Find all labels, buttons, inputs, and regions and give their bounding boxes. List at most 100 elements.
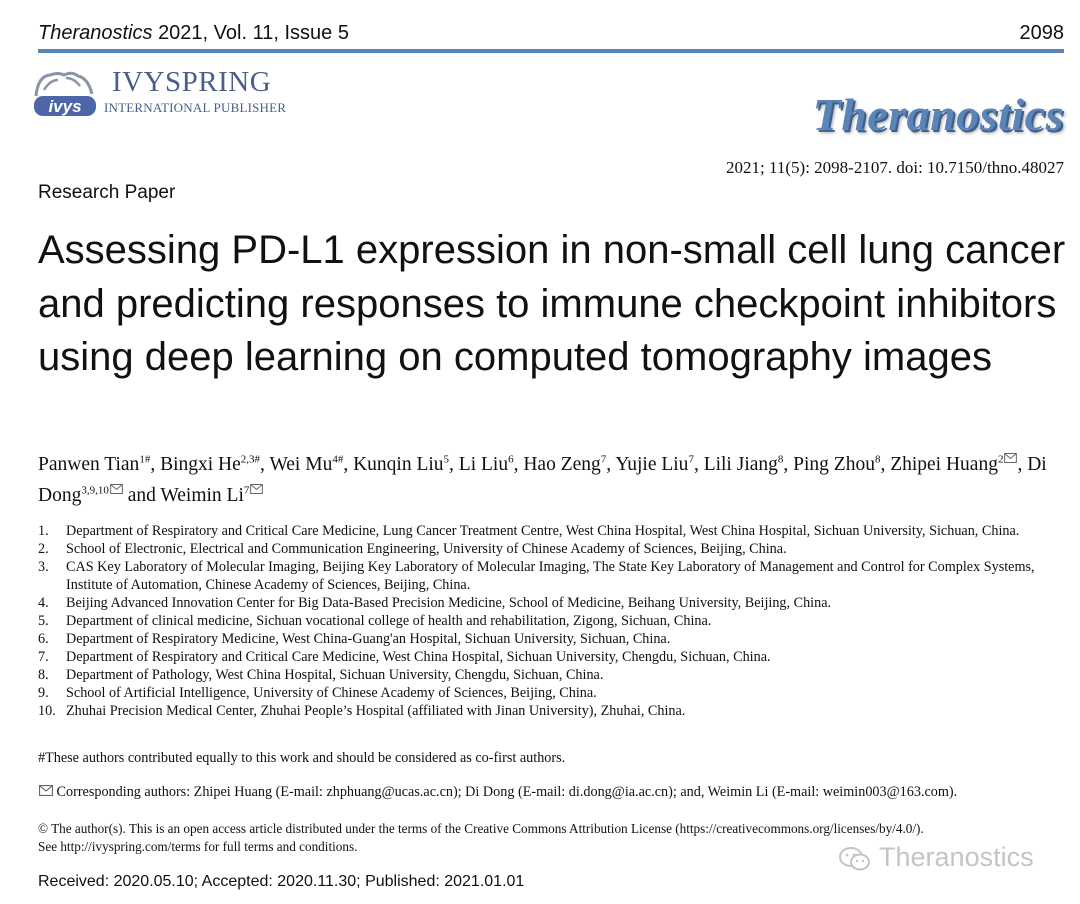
- author-name: Ping Zhou: [793, 454, 875, 475]
- author: Kunqin Liu5: [353, 454, 449, 475]
- author-separator: ,: [260, 454, 270, 475]
- author-name: Di Dong: [38, 454, 1047, 506]
- author-separator: ,: [1017, 454, 1028, 475]
- affiliation-item: 4. Beijing Advanced Innovation Center for…: [38, 594, 1068, 612]
- svg-text:ivys: ivys: [48, 97, 81, 116]
- affiliation-text: Department of Respiratory and Critical C…: [66, 523, 1020, 539]
- affiliation-item: 2. School of Electronic, Electrical and C…: [38, 540, 1068, 558]
- affiliation-text: School of Electronic, Electrical and Com…: [66, 541, 787, 557]
- affiliation-text: Department of Respiratory Medicine, West…: [66, 631, 671, 647]
- wechat-icon: [839, 846, 870, 871]
- affiliation-text: School of Artificial Intelligence, Unive…: [66, 685, 597, 701]
- affiliation-item: 6. Department of Respiratory Medicine, We…: [38, 630, 1068, 648]
- volume-issue: 2021, Vol. 11, Issue 5: [158, 22, 349, 44]
- affiliation-number: 8.: [38, 667, 49, 683]
- license-line: © The author(s). This is an open access …: [38, 821, 924, 836]
- affiliation-text: Zhuhai Precision Medical Center, Zhuhai …: [66, 703, 686, 719]
- author: Di Dong3,9,10: [38, 454, 1047, 506]
- running-header: Theranostics 2021, Vol. 11, Issue 5 2098: [38, 22, 1064, 48]
- affiliation-number: 4.: [38, 595, 49, 611]
- author-affiliation-sup: 3,9,10: [81, 484, 109, 497]
- author-affiliation-sup: 7: [243, 484, 250, 497]
- author-name: Panwen Tian: [38, 454, 140, 475]
- author-name: Zhipei Huang: [890, 454, 998, 475]
- affiliation-number: 9.: [38, 685, 49, 701]
- affiliation-item: 7. Department of Respiratory and Critical…: [38, 648, 1068, 666]
- author: Zhipei Huang2: [890, 452, 1018, 475]
- affiliation-number: 10.: [38, 703, 56, 719]
- publisher-subtitle: INTERNATIONAL PUBLISHER: [104, 100, 287, 115]
- author-affiliation-sup: 4#: [332, 453, 344, 466]
- affiliation-text: Department of Respiratory and Critical C…: [66, 649, 771, 665]
- affiliation-number: 5.: [38, 613, 49, 629]
- author: Ping Zhou8: [793, 454, 880, 475]
- author-separator: ,: [513, 454, 524, 475]
- license-notice: © The author(s). This is an open access …: [38, 820, 1068, 856]
- author-name: Li Liu: [458, 454, 509, 475]
- affiliation-text: Beijing Advanced Innovation Center for B…: [66, 595, 832, 611]
- author: Yujie Liu7: [615, 454, 694, 475]
- envelope-icon: [1004, 452, 1018, 463]
- author-separator: ,: [150, 454, 161, 475]
- affiliation-number: 1.: [38, 523, 49, 539]
- author-name: Weimin Li: [160, 485, 244, 506]
- author-separator: ,: [693, 454, 704, 475]
- affiliation-text: Department of clinical medicine, Sichuan…: [66, 613, 712, 629]
- citation-doi: 2021; 11(5): 2098-2107. doi: 10.7150/thn…: [726, 158, 1064, 177]
- affiliation-item: 1. Department of Respiratory and Critical…: [38, 522, 1068, 540]
- author-separator: ,: [449, 454, 459, 475]
- affiliation-text: CAS Key Laboratory of Molecular Imaging,…: [66, 559, 1035, 593]
- publisher-name: IVYSPRING: [112, 66, 272, 98]
- corresponding-authors-text: Corresponding authors: Zhipei Huang (E-m…: [56, 784, 958, 800]
- author-affiliation-sup: 8: [777, 453, 784, 466]
- envelope-icon: [39, 785, 53, 796]
- affiliation-number: 7.: [38, 649, 49, 665]
- corresponding-authors: Corresponding authors: Zhipei Huang (E-m…: [38, 784, 957, 801]
- author-affiliation-sup: 7: [600, 453, 607, 466]
- author-name: Wei Mu: [269, 454, 333, 475]
- affiliation-number: 3.: [38, 559, 49, 575]
- author: Panwen Tian1#: [38, 454, 150, 475]
- author-separator: ,: [606, 454, 616, 475]
- header-rule: [38, 49, 1064, 53]
- affiliation-item: 3. CAS Key Laboratory of Molecular Imagin…: [38, 558, 1068, 594]
- author-separator: ,: [343, 454, 354, 475]
- author-affiliation-sup: 6: [508, 453, 514, 466]
- author-separator: ,: [880, 454, 891, 475]
- author: Hao Zeng7: [523, 454, 606, 475]
- envelope-icon: [250, 483, 264, 494]
- author-name: Lili Jiang: [703, 454, 778, 475]
- author-affiliation-sup: 7: [688, 453, 694, 466]
- author-name: Kunqin Liu: [353, 454, 444, 475]
- author-separator: and: [122, 485, 161, 506]
- author: Bingxi He2,3#: [160, 454, 260, 475]
- journal-logo: Theranostics: [812, 89, 1064, 140]
- publication-dates: Received: 2020.05.10; Accepted: 2020.11.…: [38, 873, 525, 890]
- author: Weimin Li7: [160, 483, 264, 506]
- article-type: Research Paper: [38, 182, 176, 203]
- journal-name: Theranostics: [38, 22, 153, 44]
- publisher-logo: ivys IVYSPRING INTERNATIONAL PUBLISHER: [30, 66, 290, 122]
- author-name: Bingxi He: [160, 454, 241, 475]
- author-name: Hao Zeng: [523, 454, 601, 475]
- author-affiliation-sup: 1#: [139, 453, 151, 466]
- author: Wei Mu4#: [269, 454, 343, 475]
- equal-contribution-note: #These authors contributed equally to th…: [38, 750, 566, 766]
- author: Lili Jiang8: [704, 454, 784, 475]
- author-affiliation-sup: 5: [443, 453, 450, 466]
- journal-volume-issue: Theranostics 2021, Vol. 11, Issue 5: [38, 22, 349, 45]
- author-affiliation-sup: 2,3#: [240, 453, 261, 466]
- terms-line: See http://ivyspring.com/terms for full …: [38, 839, 358, 854]
- watermark-text: Theranostics: [879, 842, 1034, 872]
- envelope-icon: [110, 483, 123, 494]
- wechat-watermark: Theranostics: [838, 842, 1034, 873]
- ivyspring-logo-icon: ivys: [34, 71, 96, 116]
- affiliation-list: 1. Department of Respiratory and Critical…: [38, 522, 1068, 720]
- author-name: Yujie Liu: [615, 454, 689, 475]
- paper-title: Assessing PD-L1 expression in non-small …: [38, 228, 1066, 379]
- author-list: Panwen Tian1#, Bingxi He2,3#, Wei Mu4#, …: [38, 449, 1068, 511]
- affiliation-item: 10. Zhuhai Precision Medical Center, Zhuh…: [38, 702, 1068, 720]
- affiliation-number: 2.: [38, 541, 49, 557]
- affiliation-text: Department of Pathology, West China Hosp…: [66, 667, 604, 683]
- affiliation-item: 5. Department of clinical medicine, Sichu…: [38, 612, 1068, 630]
